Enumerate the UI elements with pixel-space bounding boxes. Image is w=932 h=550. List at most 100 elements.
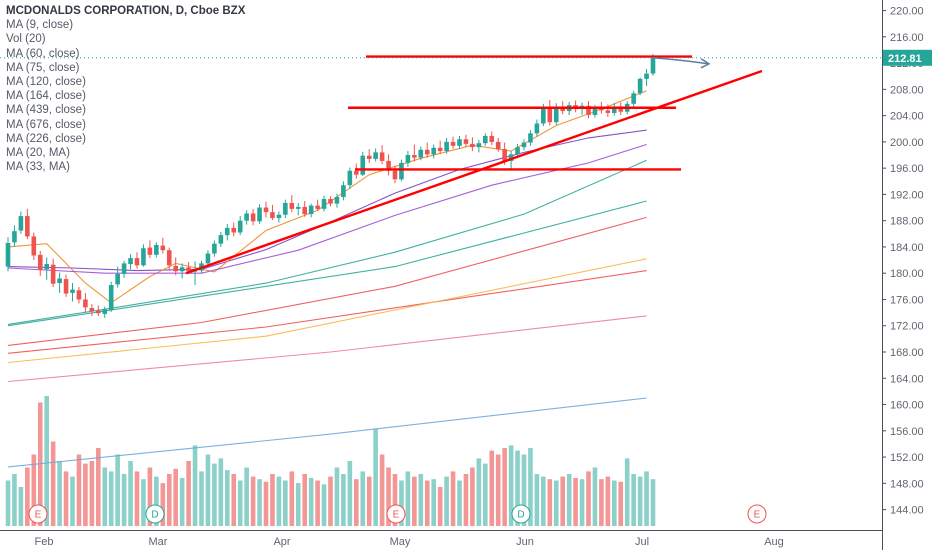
- volume-bar: [102, 467, 108, 526]
- volume-bar: [354, 479, 359, 526]
- y-tick-label: 172.00: [890, 321, 924, 333]
- volume-bar: [566, 474, 572, 526]
- candle-body: [270, 212, 275, 219]
- volume-bar: [399, 480, 404, 526]
- y-tick-label: 168.00: [890, 347, 924, 359]
- candle-body: [605, 110, 611, 113]
- y-tick-label: 180.00: [890, 268, 924, 280]
- event-marker[interactable]: [145, 504, 165, 524]
- candle-body: [392, 170, 398, 180]
- volume-bar: [160, 483, 166, 526]
- volume-bar: [108, 471, 114, 526]
- volume-bar: [212, 463, 217, 526]
- y-tick-label: 148.00: [890, 478, 924, 490]
- candle-body: [76, 290, 82, 300]
- volume-bar: [412, 476, 417, 526]
- candle-body: [592, 107, 598, 115]
- price-axis: [882, 0, 932, 550]
- volume-bar: [605, 476, 611, 526]
- volume-bar: [418, 474, 424, 526]
- study-ma-9[interactable]: MA (9, close): [6, 19, 74, 32]
- volume-bar: [341, 474, 346, 526]
- volume-bar: [225, 470, 230, 526]
- event-marker[interactable]: [386, 504, 406, 524]
- moving-average-line: [7, 200, 647, 327]
- candle-body: [521, 142, 527, 148]
- volume-bar: [424, 480, 430, 526]
- candle-body: [160, 245, 166, 251]
- last-price-label: 212.81: [888, 53, 922, 65]
- study-ma-60[interactable]: MA (60, close): [6, 47, 80, 60]
- study-ma-20-ma[interactable]: MA (20, MA): [6, 147, 70, 160]
- candle-body: [547, 107, 553, 123]
- study-ma-226[interactable]: MA (226, close): [6, 132, 86, 145]
- volume-bar: [386, 467, 391, 526]
- volume-bar: [495, 454, 501, 526]
- candle-body: [553, 107, 559, 123]
- candle-body: [618, 106, 624, 112]
- volume-bar: [637, 476, 643, 526]
- y-tick-label: 188.00: [890, 216, 924, 228]
- volume-bar: [599, 479, 604, 526]
- candle-body: [283, 202, 288, 215]
- candle-body: [63, 279, 69, 294]
- candle-body: [96, 310, 101, 314]
- candle-body: [463, 139, 469, 144]
- volume-bar: [450, 471, 456, 526]
- volume-bar: [166, 474, 172, 526]
- candle-body: [308, 205, 314, 215]
- candle-body: [147, 247, 153, 255]
- x-tick-label: May: [390, 536, 411, 548]
- candle-body: [631, 93, 636, 104]
- candle-body: [166, 250, 172, 266]
- study-vol-20[interactable]: Vol (20): [6, 33, 46, 46]
- candle-body: [457, 139, 462, 146]
- candle-body: [528, 133, 533, 143]
- candle-body: [328, 199, 333, 204]
- study-ma-164[interactable]: MA (164, close): [6, 90, 86, 103]
- candle-body: [424, 149, 430, 155]
- volume-bar: [173, 468, 178, 526]
- study-ma-120[interactable]: MA (120, close): [6, 76, 86, 89]
- event-marker[interactable]: [747, 504, 767, 524]
- event-marker[interactable]: [511, 504, 531, 524]
- study-ma-676[interactable]: MA (676, close): [6, 118, 86, 131]
- volume-bar: [431, 479, 436, 526]
- study-ma-439[interactable]: MA (439, close): [6, 104, 86, 117]
- candle-body: [257, 207, 262, 222]
- volume-bar: [521, 454, 527, 526]
- candle-body: [347, 170, 353, 186]
- candle-body: [405, 155, 411, 163]
- volume-bar: [115, 454, 120, 526]
- event-marker[interactable]: [28, 504, 48, 524]
- y-tick-label: 144.00: [890, 505, 924, 517]
- volume-bar: [37, 402, 43, 526]
- candle-body: [70, 289, 75, 293]
- candle-body: [276, 214, 282, 219]
- candle-body: [644, 73, 649, 79]
- volume-bar: [612, 480, 617, 526]
- volume-bar: [366, 476, 372, 526]
- candle-body: [250, 213, 256, 222]
- volume-bar: [515, 450, 520, 526]
- moving-average-line: [7, 270, 647, 354]
- candle-body: [502, 149, 507, 161]
- volume-bar: [373, 428, 378, 526]
- event-marker-label: E: [754, 510, 761, 521]
- study-ma-33-ma[interactable]: MA (33, MA): [6, 161, 70, 174]
- volume-bar: [192, 445, 198, 526]
- x-tick-label: Mar: [149, 536, 168, 548]
- volume-bar: [489, 450, 495, 526]
- study-ma-75[interactable]: MA (75, close): [6, 61, 80, 74]
- volume-bar: [379, 454, 385, 526]
- x-tick-label: Apr: [273, 536, 290, 548]
- candle-body: [141, 248, 146, 266]
- candle-body: [134, 258, 140, 266]
- volume-bar: [592, 467, 598, 526]
- uptrend-line: [185, 69, 763, 275]
- moving-average-line: [7, 90, 647, 304]
- projection-arrow: [652, 57, 709, 65]
- candle-body: [650, 57, 656, 74]
- volume-bar: [50, 441, 56, 526]
